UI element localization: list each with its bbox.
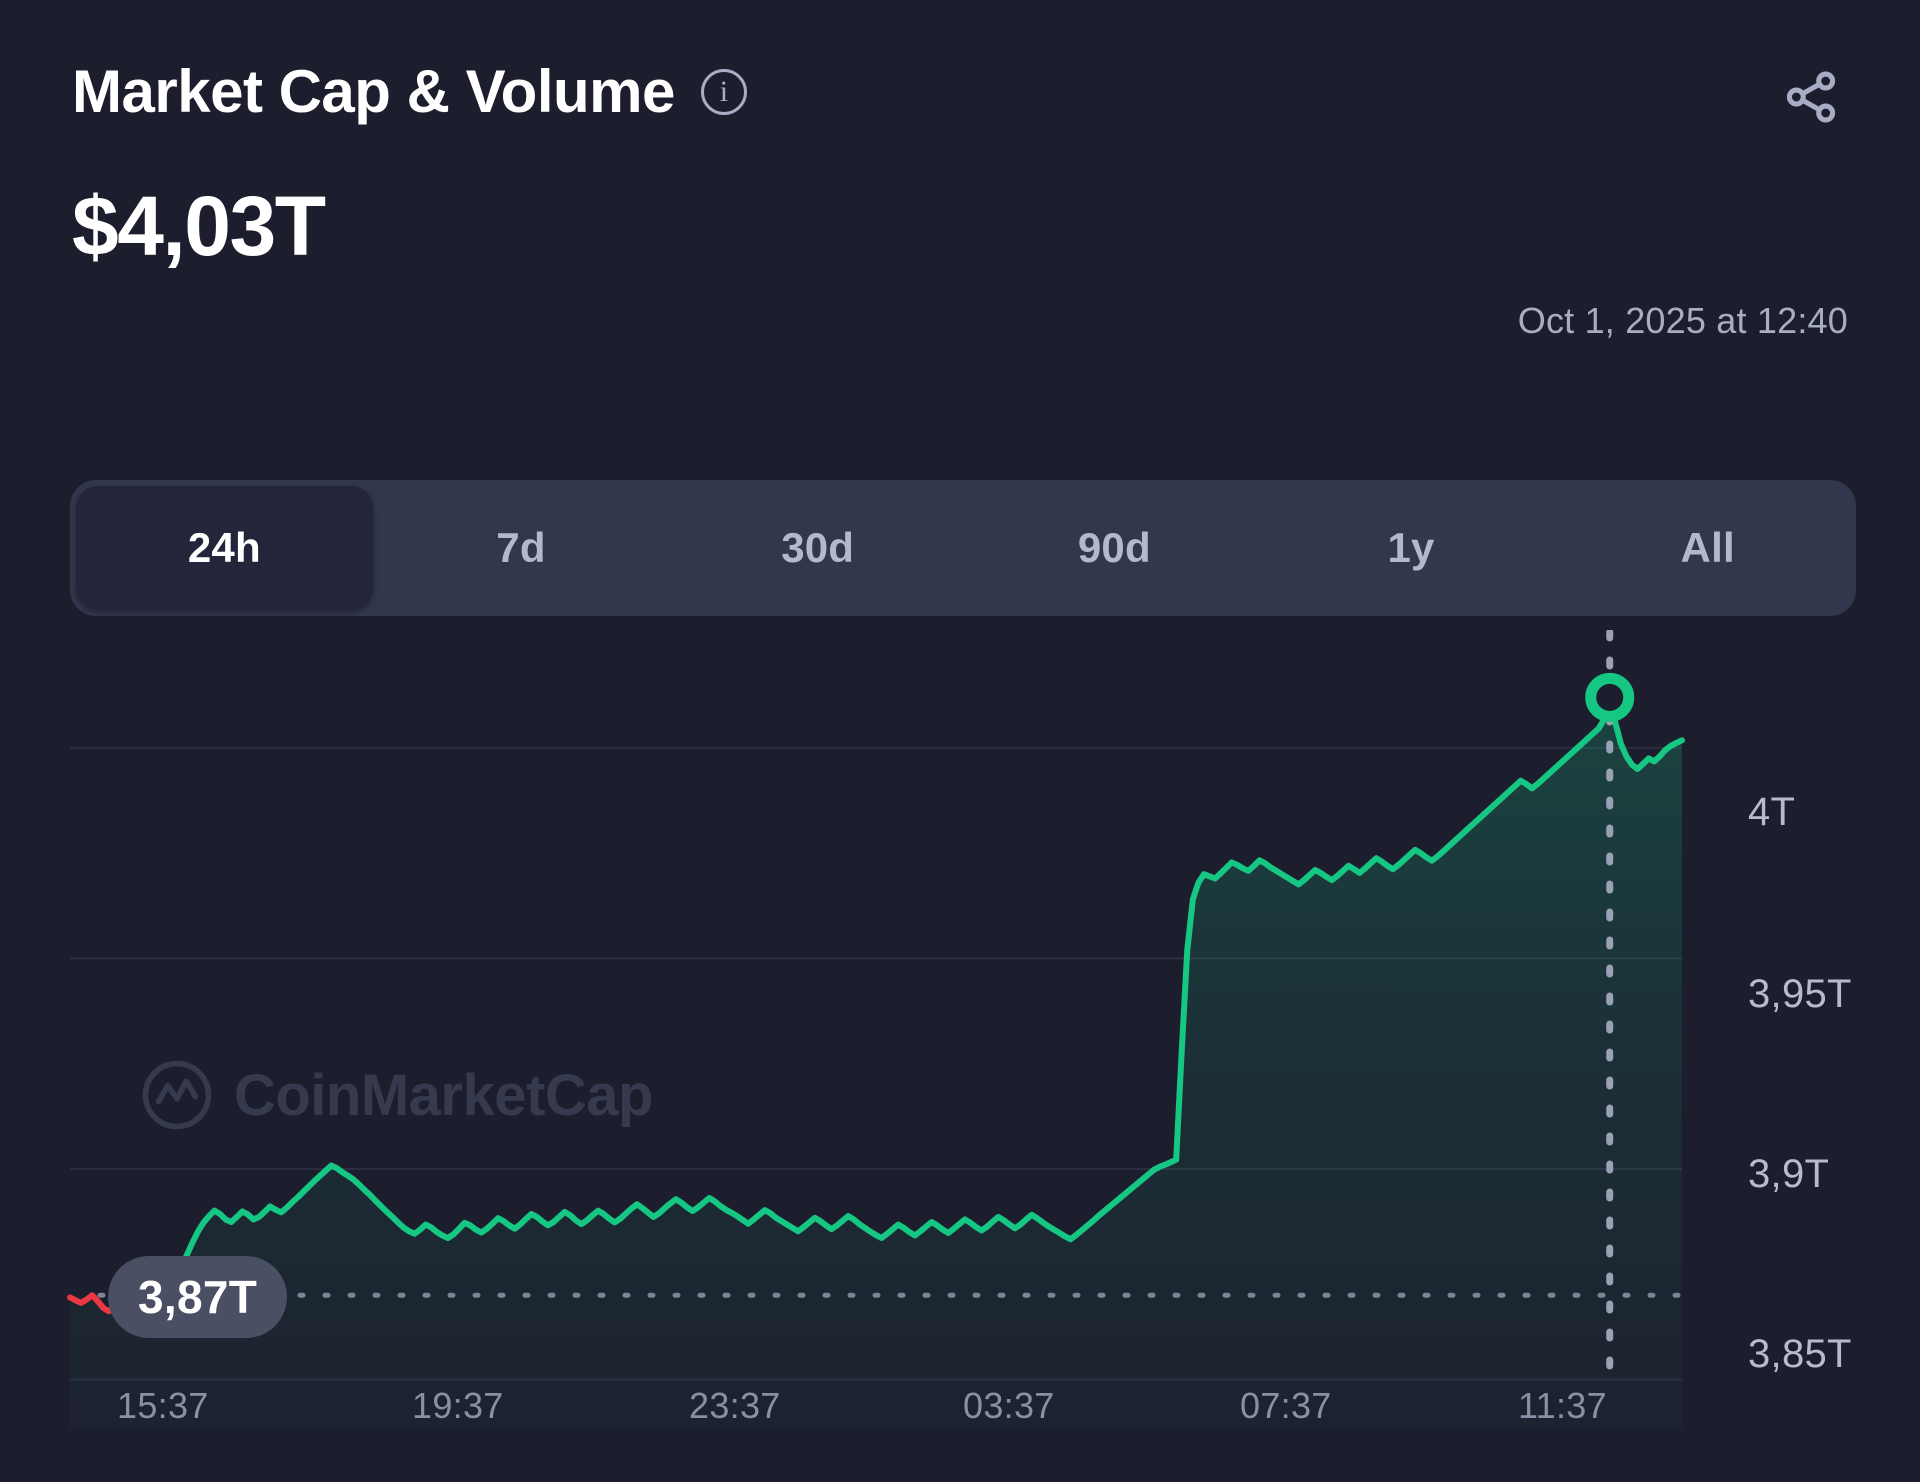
tab-24h[interactable]: 24h [76, 486, 373, 610]
timerange-tabbar: 24h 7d 30d 90d 1y All [70, 480, 1856, 616]
price-chart[interactable]: 4T 3,95T 3,9T 3,85T [0, 630, 1920, 1430]
y-tick-4t: 4T [1748, 790, 1796, 834]
timestamp: Oct 1, 2025 at 12:40 [1517, 300, 1848, 341]
share-icon-glyph [1786, 71, 1836, 123]
tab-30d[interactable]: 30d [781, 524, 855, 571]
y-tick-385t: 3,85T [1748, 1332, 1852, 1376]
info-circle-icon[interactable]: i [700, 69, 747, 115]
reference-value-badge: 3,87T [108, 1256, 288, 1338]
market-cap-value: $4,03T [72, 179, 326, 273]
share-icon[interactable] [1774, 60, 1848, 134]
highlight-point[interactable] [1585, 672, 1635, 722]
x-tick-1137: 11:37 [1518, 1385, 1607, 1426]
tab-7d[interactable]: 7d [496, 524, 546, 571]
tab-1y[interactable]: 1y [1387, 524, 1435, 571]
y-tick-39t: 3,9T [1748, 1152, 1830, 1196]
x-tick-0737: 07:37 [1240, 1385, 1332, 1426]
header: Market Cap & Volume i [72, 62, 747, 122]
price-chart-svg [67, 630, 1685, 1430]
x-tick-0337: 03:37 [963, 1385, 1055, 1426]
x-tick-1937: 19:37 [412, 1385, 504, 1426]
page-title: Market Cap & Volume [72, 58, 675, 125]
y-tick-395t: 3,95T [1748, 972, 1852, 1016]
tab-90d[interactable]: 90d [1077, 524, 1151, 571]
x-tick-2337: 23:37 [689, 1385, 781, 1426]
chart-line [161, 694, 1685, 1297]
chart-area-fill [70, 697, 1682, 1430]
tab-all[interactable]: All [1680, 524, 1735, 571]
x-tick-1537: 15:37 [117, 1385, 209, 1426]
